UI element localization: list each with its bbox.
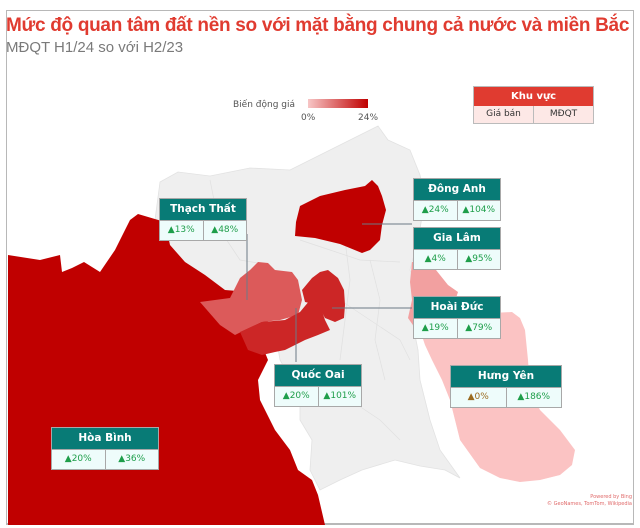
card-hoai-duc: Hoài Đức ▲19% ▲79% [413, 296, 501, 339]
page-subtitle: MĐQT H1/24 so với H2/23 [6, 39, 184, 56]
card-interest: ▲36% [104, 450, 159, 469]
legend-gradient-bar [308, 99, 368, 108]
card-interest: ▲48% [202, 221, 247, 240]
credit-line-2: © GeoNames, TomTom, Wikipedia [547, 501, 632, 507]
card-title: Đông Anh [414, 179, 500, 200]
card-price: ▲20% [282, 391, 310, 401]
card-thach-that: Thạch Thất ▲13% ▲48% [159, 198, 247, 241]
card-title: Quốc Oai [275, 365, 361, 386]
card-interest: ▲186% [505, 388, 562, 407]
card-quoc-oai: Quốc Oai ▲20% ▲101% [274, 364, 362, 407]
card-price: ▲0% [467, 392, 489, 402]
card-title: Gia Lâm [414, 228, 500, 249]
card-interest: ▲79% [456, 319, 501, 338]
legend-label: Biến động giá [233, 100, 296, 110]
region-dong-anh [295, 180, 386, 253]
map-credit: Powered by Bing © GeoNames, TomTom, Wiki… [547, 494, 632, 508]
card-interest: ▲104% [456, 201, 501, 220]
region-hoai-duc [302, 270, 345, 322]
card-interest: ▲95% [456, 250, 501, 269]
card-price: ▲13% [167, 225, 195, 235]
card-gia-lam: Gia Lâm ▲4% ▲95% [413, 227, 501, 270]
region-thach-that [200, 262, 302, 335]
region-quoc-oai [240, 300, 330, 355]
legend-min: 0% [301, 113, 316, 123]
key-title: Khu vực [474, 87, 593, 106]
card-price: ▲19% [421, 323, 449, 333]
card-title: Hòa Bình [52, 428, 158, 449]
key-box: Khu vực Giá bán MĐQT [473, 86, 594, 124]
card-title: Thạch Thất [160, 199, 246, 220]
key-col-price: Giá bán [486, 109, 521, 119]
credit-line-1: Powered by Bing [590, 494, 632, 500]
card-hoa-binh: Hòa Bình ▲20% ▲36% [51, 427, 159, 470]
legend-max: 24% [358, 113, 379, 123]
card-title: Hoài Đức [414, 297, 500, 318]
page-title: Mức độ quan tâm đất nền so với mặt bằng … [6, 15, 630, 36]
card-interest: ▲101% [317, 387, 362, 406]
card-dong-anh: Đông Anh ▲24% ▲104% [413, 178, 501, 221]
card-price: ▲20% [64, 454, 92, 464]
card-price: ▲4% [424, 254, 446, 264]
card-hung-yen: Hưng Yên ▲0% ▲186% [450, 365, 562, 408]
key-col-interest: MĐQT [533, 106, 593, 123]
card-title: Hưng Yên [451, 366, 561, 387]
card-price: ▲24% [421, 205, 449, 215]
